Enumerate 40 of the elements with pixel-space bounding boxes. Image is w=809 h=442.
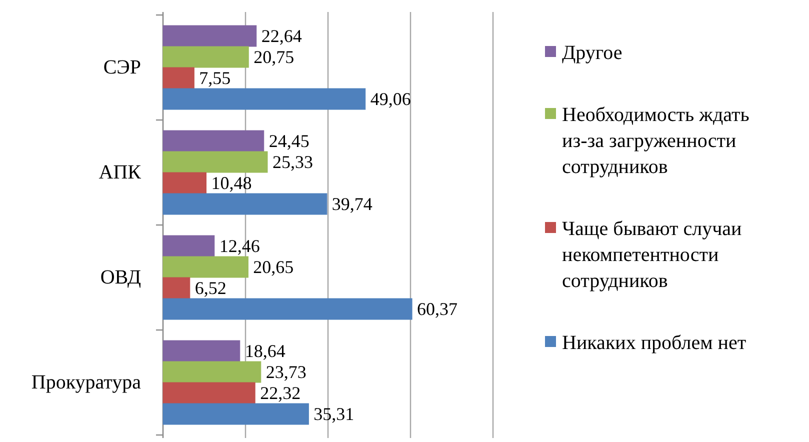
data-label: 22,64 [261,26,302,46]
data-label: 35,31 [314,404,354,424]
data-label: 6,52 [194,278,226,298]
y-tick-label: СЭР [103,56,141,78]
bar [162,340,240,362]
bar [162,151,268,173]
data-label: 12,46 [219,236,260,256]
data-label: 60,37 [417,299,458,319]
bar [162,256,248,278]
bar [162,88,366,110]
bar [162,46,249,68]
bar [162,361,262,383]
data-label: 39,74 [332,194,372,214]
data-label: 18,64 [244,341,286,361]
data-label: 7,55 [199,68,231,88]
data-label: 10,48 [211,173,252,193]
y-tick-label: ОВД [100,266,142,288]
bar [162,67,194,89]
bar [162,193,328,215]
data-label: 49,06 [370,89,411,109]
bar [162,277,190,299]
legend-label: Чаще бывают случаи некомпетентности сотрудников [562,218,742,292]
data-label: 22,32 [260,383,301,403]
y-tick-label: Прокуратура [31,372,142,394]
bar [162,382,256,404]
data-label: 23,73 [266,362,306,382]
y-tick-label: АПК [98,162,142,184]
bar [162,130,264,152]
legend-label: Другое [562,42,622,64]
data-label: 24,45 [268,131,310,151]
bar [162,403,309,425]
data-label: 20,65 [253,257,294,277]
data-label: 20,75 [254,47,294,67]
legend-label: Необходимость ждать из-за загруженности сотрудников [562,104,750,178]
bar [162,172,206,194]
data-label: 25,33 [272,152,313,172]
bar [162,25,257,47]
bar [162,298,412,320]
bar [162,235,215,257]
legend-label: Никаких проблем нет [562,332,746,354]
